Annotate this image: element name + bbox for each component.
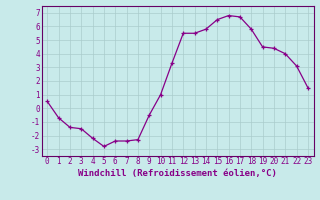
X-axis label: Windchill (Refroidissement éolien,°C): Windchill (Refroidissement éolien,°C)	[78, 169, 277, 178]
